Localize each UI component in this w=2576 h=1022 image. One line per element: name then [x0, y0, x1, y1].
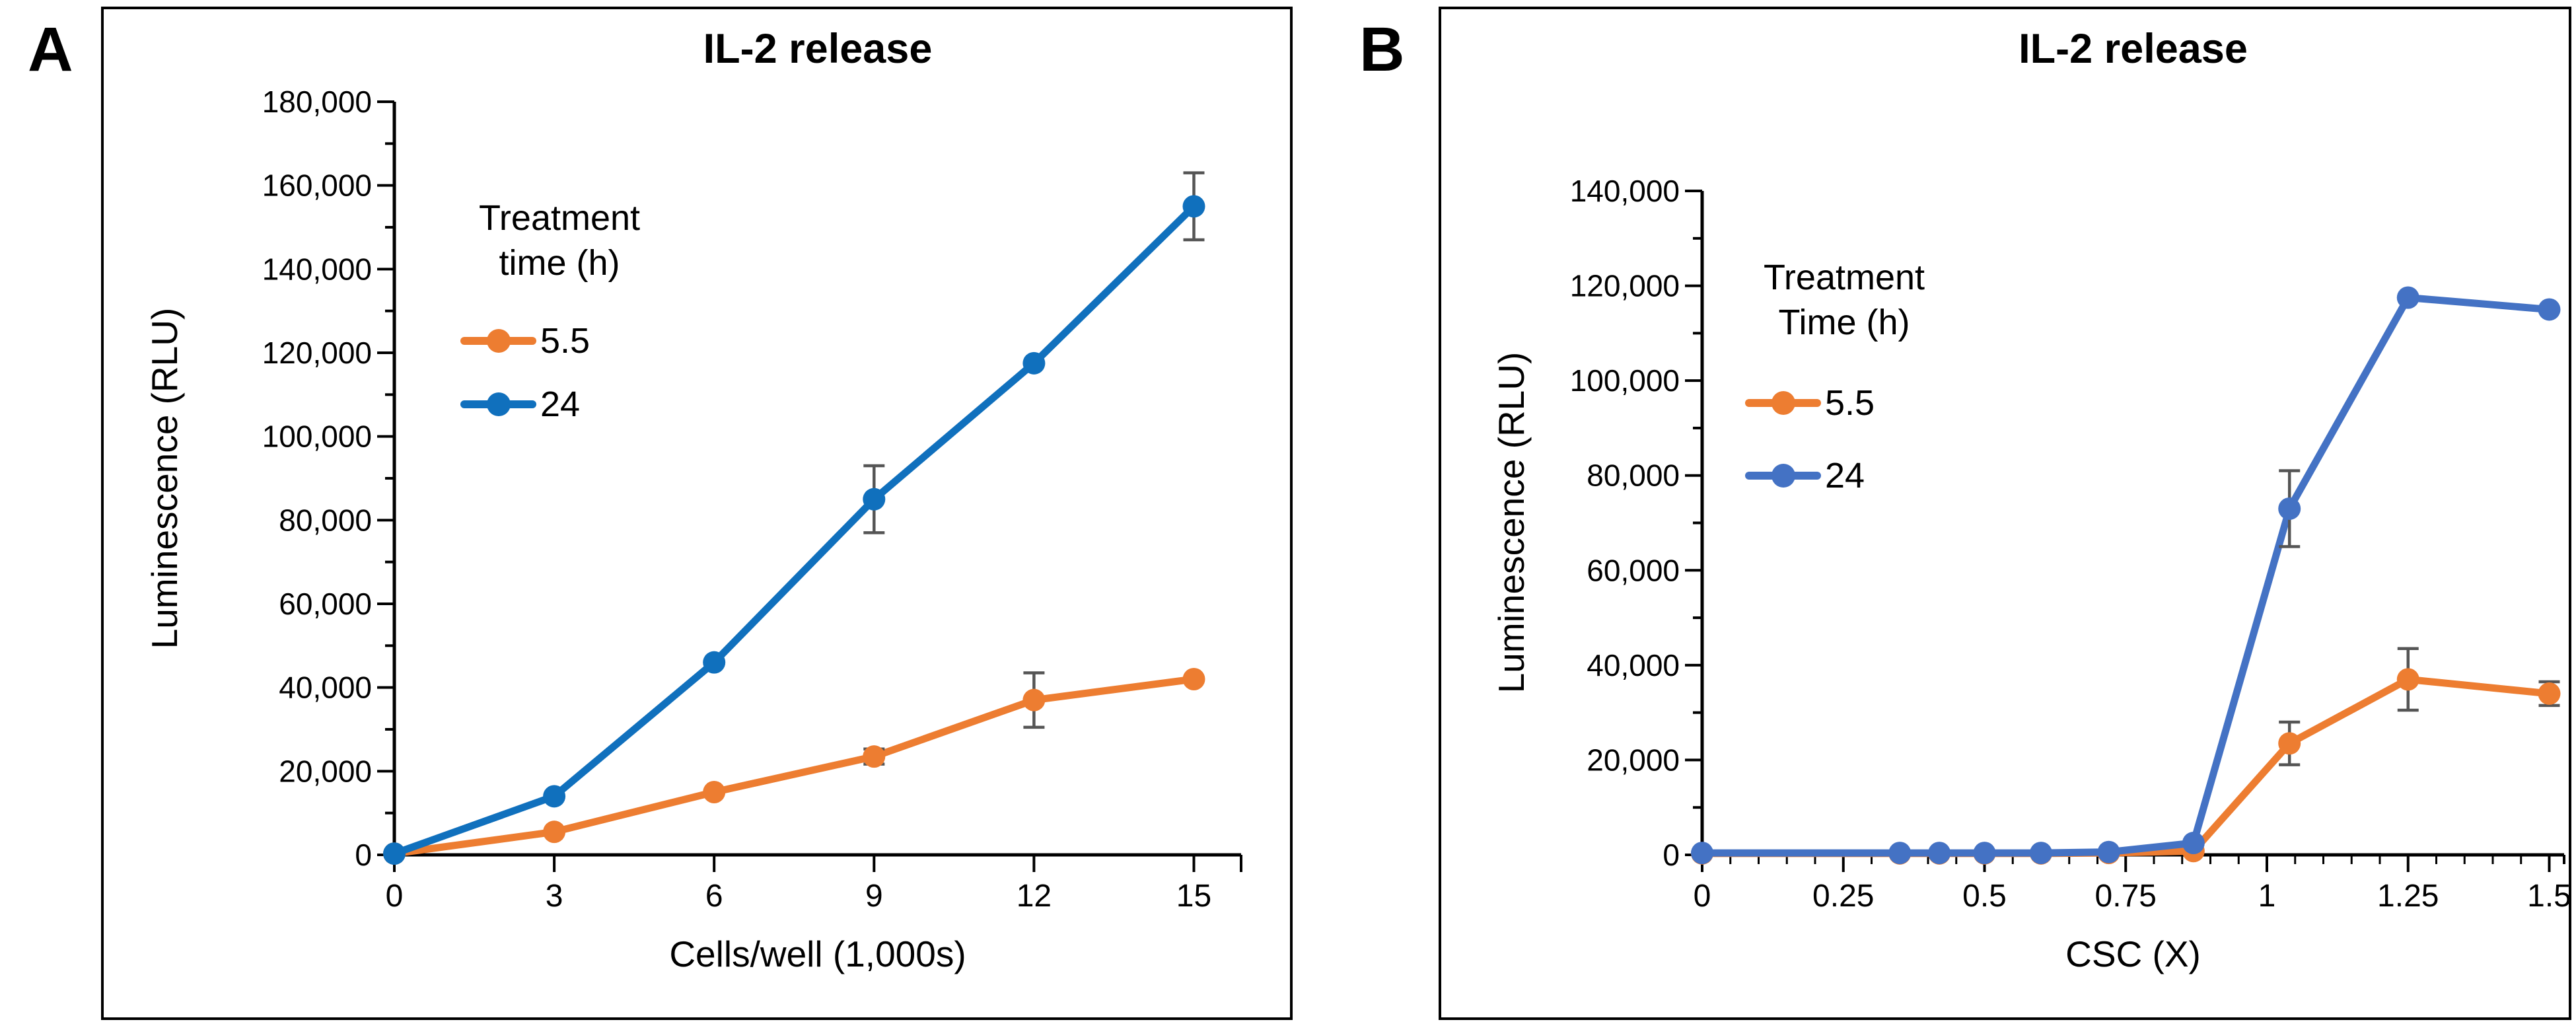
series-line-5.5 [1698, 675, 2553, 858]
legend-item: 24 [421, 383, 698, 425]
legend-title: Treatment Time (h) [1705, 255, 1983, 345]
y-tick-label: 0 [1663, 838, 1680, 872]
data-point-marker-5.5 [703, 781, 726, 803]
legend-item-label: 24 [540, 384, 581, 424]
panel-b: 0 20,000 40,000 60,000 80,000 100,000 120,000 1… [1439, 7, 2571, 1020]
x-tick-label: 0 [386, 879, 404, 914]
data-point-marker-24 [2182, 832, 2205, 855]
y-tick-label: 60,000 [1587, 553, 1680, 587]
series-line-5.5 [390, 675, 1198, 858]
data-point-marker-5.5 [543, 821, 566, 844]
x-tick-label: 9 [865, 879, 883, 914]
series-marker-icon [1745, 391, 1821, 415]
data-point-marker-5.5 [863, 745, 886, 768]
data-point-marker-24 [1022, 351, 1046, 375]
y-tick-label: 100,000 [262, 420, 372, 454]
y-tick-label: 0 [355, 838, 372, 872]
y-tick-label: 40,000 [279, 671, 372, 705]
data-point-marker-24 [2030, 842, 2052, 865]
x-tick-label: 1.25 [2377, 879, 2439, 914]
legend-title-line: Treatment [478, 198, 641, 238]
legend: Treatment Time (h) 5.5 24 [1705, 255, 1983, 497]
x-tick-label: 0.5 [1962, 879, 2007, 914]
data-point-marker-5.5 [2278, 732, 2301, 755]
y-tick-label: 120,000 [1570, 269, 1680, 303]
y-tick-label: 180,000 [262, 85, 372, 119]
y-tick-label: 140,000 [262, 252, 372, 286]
x-tick-label: 3 [546, 879, 563, 914]
data-point-marker-24 [2097, 840, 2120, 863]
data-point-marker-24 [863, 488, 886, 511]
plot-area-a: 0 20,000 40,000 60,000 80,000 100,000 120,000 1… [262, 85, 1242, 914]
legend-title-line: Treatment [1763, 258, 1925, 297]
data-point-marker-24 [1973, 842, 1996, 865]
series-marker-icon [460, 329, 536, 353]
y-tick-label: 100,000 [1570, 363, 1680, 398]
y-tick-label: 20,000 [279, 754, 372, 788]
legend: Treatment time (h) 5.5 24 [421, 196, 698, 425]
series-line-24 [1698, 294, 2553, 857]
panel-a: 0 20,000 40,000 60,000 80,000 100,000 120,000 1… [101, 7, 1293, 1020]
panel-b-label: B [1359, 15, 1405, 85]
chart-title: IL-2 release [703, 26, 933, 72]
x-tick-label: 15 [1176, 879, 1211, 914]
legend-item-label: 24 [1825, 456, 1865, 495]
data-point-marker-24 [543, 785, 566, 808]
y-tick-label: 60,000 [279, 587, 372, 621]
chart-title: IL-2 release [2019, 26, 2248, 72]
data-point-marker-24 [2278, 497, 2301, 520]
x-tick-label: 6 [705, 879, 723, 914]
y-tick-label: 140,000 [1570, 174, 1680, 208]
data-point-marker-24 [1888, 842, 1912, 865]
legend-title-line: Time (h) [1778, 303, 1910, 342]
y-tick-label: 40,000 [1587, 648, 1680, 682]
data-point-marker-24 [383, 842, 406, 865]
y-axis-label: Luminescence (RLU) [144, 307, 185, 649]
series-marker-icon [1745, 464, 1821, 488]
legend-item-label: 5.5 [1825, 383, 1875, 423]
data-point-marker-5.5 [2396, 668, 2419, 691]
legend-item: 5.5 [1705, 382, 1983, 424]
y-tick-label: 20,000 [1587, 743, 1680, 777]
data-point-marker-5.5 [1022, 688, 1046, 712]
legend-title: Treatment time (h) [421, 196, 698, 285]
x-tick-label: 0.75 [2095, 879, 2157, 914]
data-point-marker-24 [703, 651, 726, 674]
series-line-24 [390, 202, 1198, 858]
legend-title-line: time (h) [499, 243, 620, 283]
x-tick-label: 12 [1017, 879, 1052, 914]
data-point-marker-24 [1691, 842, 1713, 865]
y-tick-label: 120,000 [262, 336, 372, 370]
data-point-marker-5.5 [2538, 682, 2561, 705]
plot-area-b: 0 20,000 40,000 60,000 80,000 100,000 120,000 1… [1570, 174, 2569, 914]
x-axis-label: CSC (X) [2065, 933, 2201, 974]
data-point-marker-5.5 [1182, 668, 1205, 690]
y-tick-label: 160,000 [262, 168, 372, 203]
legend-item: 24 [1705, 455, 1983, 497]
x-tick-label: 1 [2258, 879, 2276, 914]
data-point-marker-24 [2396, 286, 2419, 309]
y-axis-label: Luminescence (RLU) [1491, 351, 1532, 694]
legend-item: 5.5 [421, 320, 698, 362]
data-point-marker-24 [1928, 842, 1951, 865]
x-tick-label: 1.5 [2527, 879, 2569, 914]
x-tick-label: 0 [1694, 879, 1711, 914]
y-tick-label: 80,000 [1587, 458, 1680, 493]
panel-a-label: A [28, 15, 73, 85]
y-tick-label: 80,000 [279, 503, 372, 537]
data-point-marker-24 [1182, 195, 1205, 218]
x-tick-label: 0.25 [1812, 879, 1874, 914]
data-point-marker-24 [2538, 298, 2561, 321]
series-marker-icon [460, 392, 536, 416]
x-axis-label: Cells/well (1,000s) [669, 933, 966, 974]
legend-item-label: 5.5 [540, 321, 590, 361]
